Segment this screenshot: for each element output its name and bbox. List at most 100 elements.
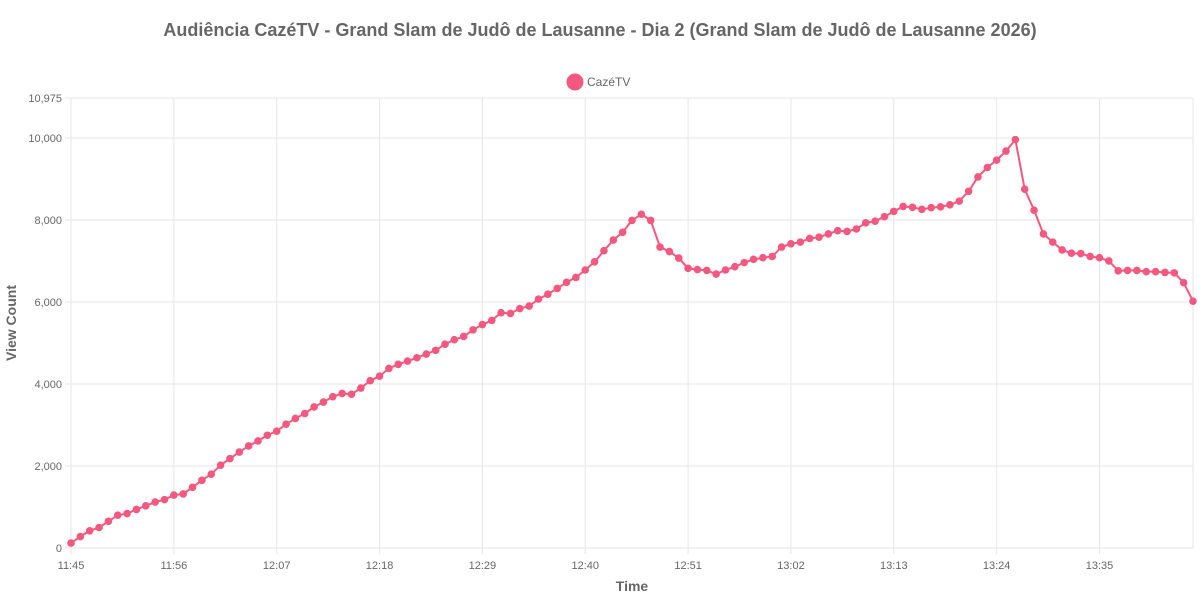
data-point[interactable]	[777, 243, 786, 251]
data-point[interactable]	[572, 273, 580, 282]
data-point[interactable]	[216, 461, 225, 469]
data-point[interactable]	[104, 517, 113, 526]
data-point[interactable]	[357, 384, 365, 392]
data-point[interactable]	[441, 340, 449, 349]
data-point[interactable]	[927, 203, 935, 212]
data-point[interactable]	[375, 372, 384, 381]
data-point[interactable]	[1067, 249, 1076, 257]
data-point[interactable]	[1002, 147, 1010, 155]
data-point[interactable]	[226, 454, 234, 463]
data-point[interactable]	[590, 258, 599, 266]
data-point[interactable]	[918, 205, 926, 214]
data-point[interactable]	[113, 511, 122, 519]
data-point[interactable]	[955, 197, 964, 205]
data-point[interactable]	[609, 236, 618, 244]
data-point[interactable]	[721, 266, 730, 274]
data-point[interactable]	[132, 505, 141, 514]
data-point[interactable]	[852, 225, 861, 233]
data-point[interactable]	[899, 202, 907, 211]
data-point[interactable]	[684, 264, 692, 273]
data-point[interactable]	[254, 437, 262, 445]
data-point[interactable]	[67, 539, 75, 547]
data-point[interactable]	[76, 532, 85, 541]
data-point[interactable]	[1058, 246, 1066, 254]
data-point[interactable]	[263, 431, 272, 440]
data-point[interactable]	[1189, 297, 1197, 305]
data-point[interactable]	[974, 173, 982, 181]
data-point[interactable]	[1114, 267, 1122, 275]
data-point[interactable]	[703, 266, 711, 275]
data-point[interactable]	[534, 295, 543, 303]
data-point[interactable]	[385, 364, 393, 373]
data-point[interactable]	[861, 219, 870, 227]
data-point[interactable]	[805, 234, 814, 243]
data-point[interactable]	[1011, 135, 1020, 144]
data-point[interactable]	[506, 309, 515, 318]
data-point[interactable]	[749, 255, 758, 264]
data-point[interactable]	[450, 335, 459, 344]
data-point[interactable]	[188, 483, 197, 492]
data-point[interactable]	[525, 302, 533, 310]
data-point[interactable]	[740, 258, 748, 267]
data-point[interactable]	[366, 376, 375, 385]
data-point[interactable]	[815, 233, 823, 241]
data-point[interactable]	[272, 427, 281, 435]
data-point[interactable]	[1170, 269, 1179, 277]
data-point[interactable]	[179, 490, 187, 498]
data-point[interactable]	[1161, 268, 1169, 277]
data-point[interactable]	[478, 320, 487, 329]
data-point[interactable]	[413, 353, 421, 362]
data-point[interactable]	[394, 360, 403, 369]
data-point[interactable]	[1030, 206, 1038, 214]
data-point[interactable]	[871, 217, 879, 226]
data-point[interactable]	[628, 216, 636, 225]
data-point[interactable]	[347, 390, 356, 399]
data-point[interactable]	[1123, 266, 1132, 275]
data-point[interactable]	[646, 216, 655, 225]
data-point[interactable]	[637, 210, 646, 219]
data-point[interactable]	[431, 346, 440, 355]
data-point[interactable]	[983, 163, 992, 172]
data-point[interactable]	[459, 332, 468, 341]
data-point[interactable]	[469, 326, 477, 334]
data-point[interactable]	[487, 316, 496, 325]
data-point[interactable]	[1020, 185, 1029, 194]
data-point[interactable]	[422, 350, 431, 358]
data-point[interactable]	[581, 266, 590, 274]
data-point[interactable]	[244, 442, 253, 450]
data-point[interactable]	[796, 238, 805, 246]
data-point[interactable]	[1077, 249, 1085, 258]
data-point[interactable]	[936, 203, 945, 211]
data-point[interactable]	[1133, 266, 1141, 275]
data-point[interactable]	[712, 270, 720, 278]
data-point[interactable]	[198, 476, 206, 485]
data-point[interactable]	[142, 501, 150, 510]
data-point[interactable]	[553, 284, 561, 293]
data-point[interactable]	[123, 509, 131, 518]
data-point[interactable]	[1048, 238, 1057, 246]
data-point[interactable]	[759, 253, 767, 262]
data-point[interactable]	[665, 247, 674, 256]
data-point[interactable]	[85, 526, 94, 535]
data-point[interactable]	[291, 414, 300, 423]
data-point[interactable]	[95, 523, 103, 532]
data-point[interactable]	[618, 228, 627, 237]
data-point[interactable]	[403, 357, 412, 365]
data-point[interactable]	[833, 226, 842, 235]
data-point[interactable]	[1151, 267, 1160, 276]
data-point[interactable]	[310, 403, 318, 411]
data-point[interactable]	[282, 420, 290, 428]
data-point[interactable]	[890, 207, 898, 216]
data-point[interactable]	[151, 498, 159, 506]
data-point[interactable]	[497, 308, 505, 317]
data-point[interactable]	[787, 239, 795, 248]
data-point[interactable]	[880, 212, 889, 221]
data-point[interactable]	[992, 156, 1001, 164]
data-point[interactable]	[768, 252, 777, 261]
data-point[interactable]	[160, 495, 169, 504]
data-point[interactable]	[693, 265, 702, 274]
data-point[interactable]	[1142, 267, 1151, 276]
data-point[interactable]	[1086, 252, 1094, 261]
data-point[interactable]	[674, 254, 683, 262]
data-point[interactable]	[1179, 278, 1188, 287]
